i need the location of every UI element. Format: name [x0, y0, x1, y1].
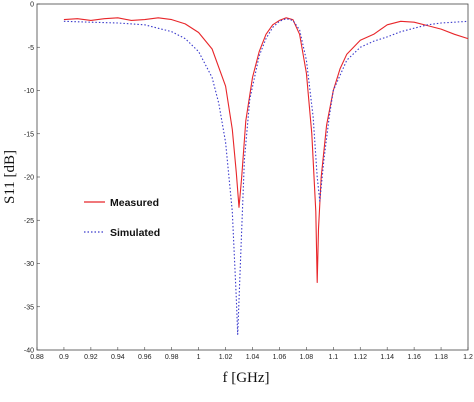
series-layer [63, 17, 469, 335]
legend-label-simulated: Simulated [110, 227, 160, 239]
series-line-measured [63, 17, 469, 284]
x-tick-label: 0.9 [59, 354, 69, 361]
y-tick-label: -5 [28, 45, 34, 52]
x-tick-label: 0.98 [165, 354, 179, 361]
x-tick-label: 1.18 [434, 354, 448, 361]
y-tick-label: 0 [30, 2, 34, 9]
y-tick-label: -30 [24, 261, 34, 268]
legend-label-measured: Measured [110, 197, 159, 209]
y-tick-label: -15 [24, 131, 34, 138]
x-tick-label: 1.06 [273, 354, 287, 361]
x-tick-label: 1.14 [380, 354, 394, 361]
x-tick-label: 0.94 [111, 354, 125, 361]
x-tick-label: 1.12 [353, 354, 367, 361]
y-tick-label: -20 [24, 175, 34, 182]
x-axis-title: f [GHz] [222, 370, 269, 386]
x-tick-label: 1.08 [300, 354, 314, 361]
x-tick-label: 0.88 [30, 354, 44, 361]
series-line-simulated [63, 18, 469, 335]
plot-frame [36, 3, 469, 351]
y-tick-label: -10 [24, 88, 34, 95]
x-tick-label: 0.92 [84, 354, 98, 361]
legend: Measured Simulated [84, 197, 160, 239]
x-tick-label: 1.02 [219, 354, 233, 361]
x-axis-ticks: 0.88 0.9 0.92 0.94 0.96 0.98 1 1.02 1.04 1.06 1.08… [30, 347, 473, 361]
x-tick-label: 1.2 [463, 354, 473, 361]
x-tick-label: 1.1 [328, 354, 338, 361]
x-tick-label: 1 [197, 354, 201, 361]
x-tick-label: 1.04 [246, 354, 260, 361]
y-axis-title: S11 [dB] [2, 150, 18, 204]
y-axis-ticks: 0 -5 -10 -15 -20 -25 -30 -35 -40 [24, 2, 40, 355]
y-tick-label: -35 [24, 304, 34, 311]
x-tick-label: 0.96 [138, 354, 152, 361]
x-tick-label: 1.16 [407, 354, 421, 361]
y-tick-label: -40 [24, 348, 34, 355]
y-tick-label: -25 [24, 218, 34, 225]
